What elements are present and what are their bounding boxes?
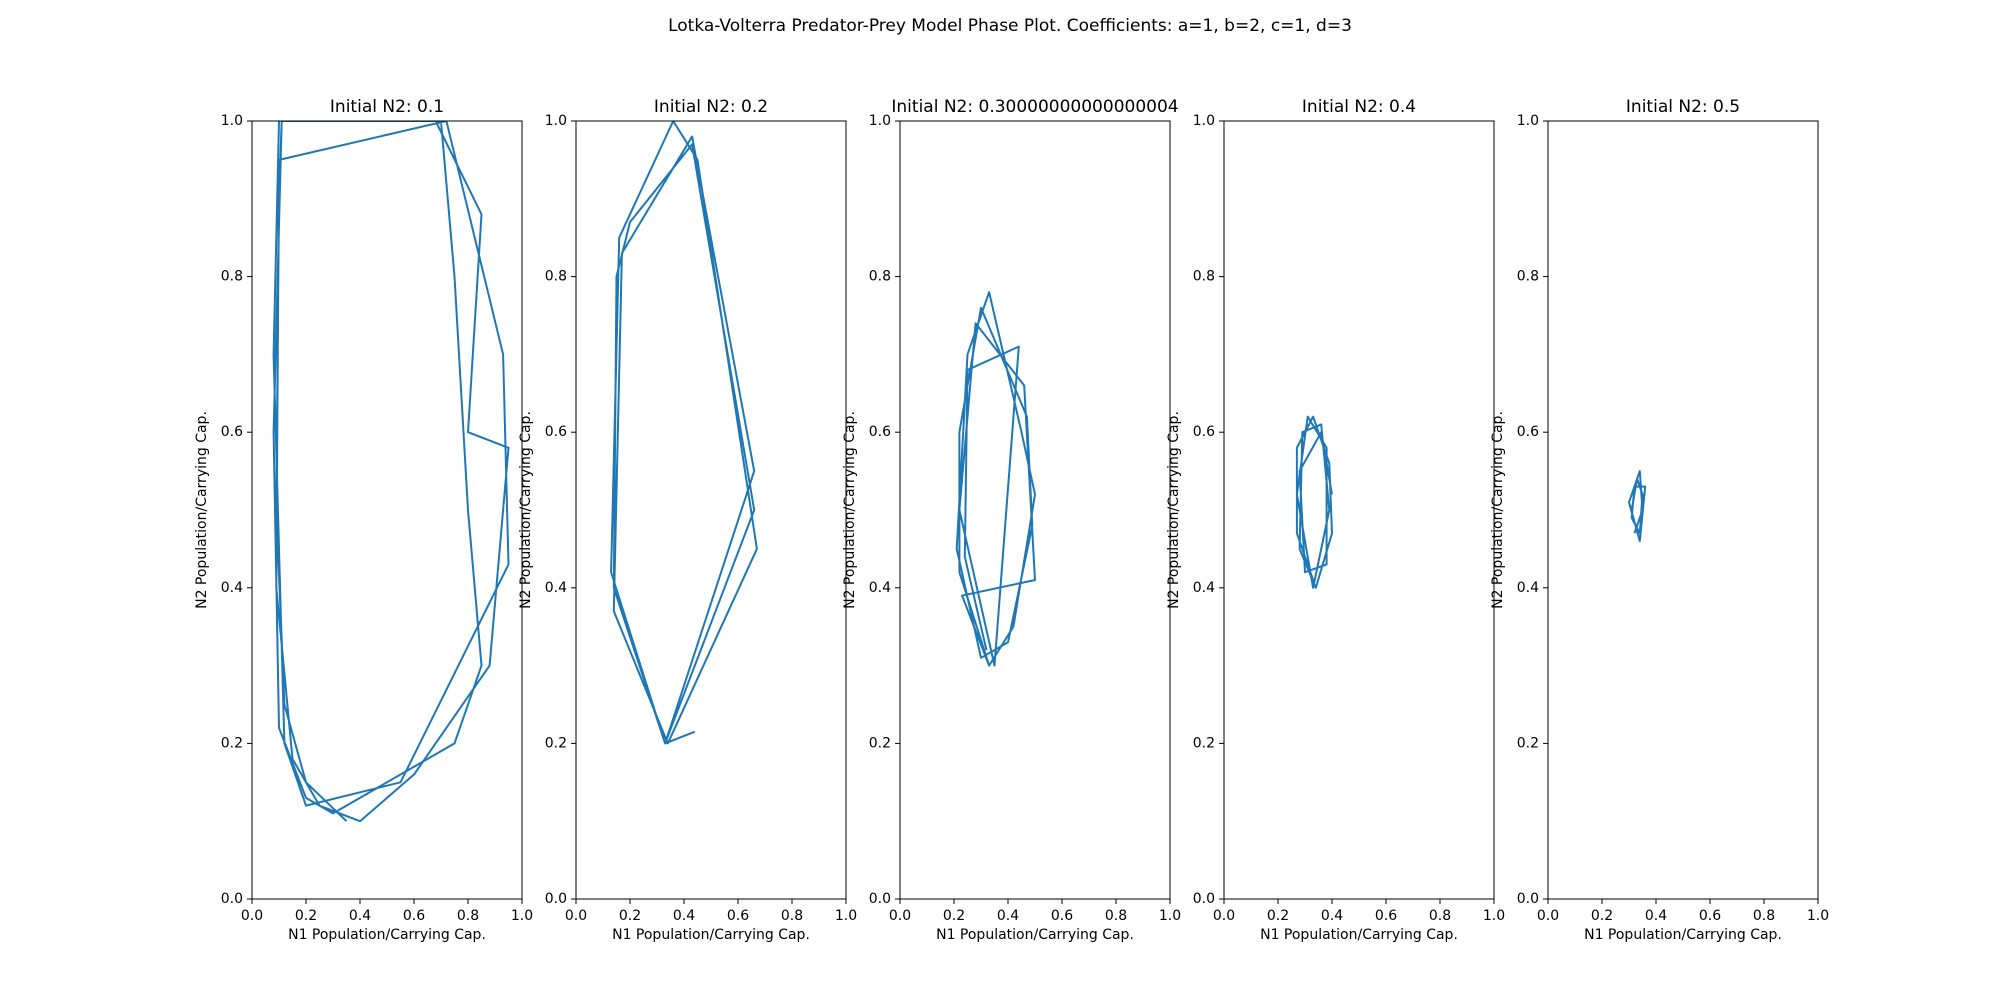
x-tick-label: 0.0: [565, 908, 587, 924]
x-tick-label: 0.2: [1267, 908, 1289, 924]
subplot-title: Initial N2: 0.4: [1302, 97, 1416, 117]
y-axis-label: N2 Population/Carrying Cap.: [842, 411, 858, 609]
y-tick-label: 0.4: [1193, 580, 1215, 596]
y-tick-label: 0.4: [221, 580, 243, 596]
y-tick-label: 0.4: [545, 580, 567, 596]
y-tick-label: 0.0: [545, 891, 567, 907]
x-tick-label: 0.0: [1213, 908, 1235, 924]
y-tick-label: 0.0: [1193, 891, 1215, 907]
x-tick-label: 0.8: [1753, 908, 1775, 924]
x-tick-label: 0.8: [1429, 908, 1451, 924]
x-axis-label: N1 Population/Carrying Cap.: [1260, 927, 1458, 943]
x-tick-label: 0.8: [781, 908, 803, 924]
x-tick-label: 0.2: [1591, 908, 1613, 924]
x-tick-label: 1.0: [1159, 908, 1181, 924]
y-tick-label: 0.0: [221, 891, 243, 907]
y-tick-label: 0.6: [869, 424, 891, 440]
axes-frame: [899, 120, 1171, 900]
x-tick-label: 0.0: [241, 908, 263, 924]
x-tick-label: 0.4: [997, 908, 1019, 924]
y-tick-label: 1.0: [221, 113, 243, 129]
trajectory-line: [1628, 470, 1647, 543]
y-axis-label: N2 Population/Carrying Cap.: [194, 411, 210, 609]
x-axis-label: N1 Population/Carrying Cap.: [612, 927, 810, 943]
y-tick-label: 0.6: [1193, 424, 1215, 440]
y-tick-label: 0.2: [869, 735, 891, 751]
x-tick-label: 0.4: [673, 908, 695, 924]
x-tick-label: 0.0: [1537, 908, 1559, 924]
x-tick-label: 0.6: [1051, 908, 1073, 924]
y-tick-label: 1.0: [545, 113, 567, 129]
y-tick-label: 0.6: [1517, 424, 1539, 440]
trajectory-line: [1295, 415, 1333, 589]
y-axis-label: N2 Population/Carrying Cap.: [1490, 411, 1506, 609]
y-tick-label: 0.4: [869, 580, 891, 596]
axes-frame: [251, 120, 523, 900]
x-tick-label: 0.2: [619, 908, 641, 924]
y-tick-label: 0.6: [221, 424, 243, 440]
y-tick-label: 0.8: [869, 269, 891, 285]
x-tick-label: 0.8: [1105, 908, 1127, 924]
y-tick-label: 0.0: [869, 891, 891, 907]
x-tick-label: 0.4: [1321, 908, 1343, 924]
subplot-title: Initial N2: 0.1: [330, 97, 444, 117]
figure-title: Lotka-Volterra Predator-Prey Model Phase…: [668, 16, 1352, 36]
trajectory-line: [955, 291, 1036, 667]
x-axis-label: N1 Population/Carrying Cap.: [936, 927, 1134, 943]
y-tick-label: 0.2: [221, 735, 243, 751]
axes-frame: [1223, 120, 1495, 900]
y-tick-label: 1.0: [1517, 113, 1539, 129]
y-tick-label: 0.2: [545, 735, 567, 751]
y-axis-label: N2 Population/Carrying Cap.: [1166, 411, 1182, 609]
y-tick-label: 0.8: [1517, 269, 1539, 285]
x-tick-label: 0.6: [727, 908, 749, 924]
x-tick-label: 0.0: [889, 908, 911, 924]
y-tick-label: 0.8: [1193, 269, 1215, 285]
y-tick-label: 0.8: [545, 269, 567, 285]
x-tick-label: 0.4: [349, 908, 371, 924]
y-tick-label: 1.0: [869, 113, 891, 129]
x-tick-label: 0.6: [1699, 908, 1721, 924]
y-tick-label: 1.0: [1193, 113, 1215, 129]
subplot-title: Initial N2: 0.30000000000000004: [891, 97, 1178, 117]
subplot-title: Initial N2: 0.2: [654, 97, 768, 117]
x-tick-label: 1.0: [835, 908, 857, 924]
y-tick-label: 0.2: [1517, 735, 1539, 751]
x-tick-label: 0.8: [457, 908, 479, 924]
y-axis-label: N2 Population/Carrying Cap.: [518, 411, 534, 609]
x-tick-label: 1.0: [1807, 908, 1829, 924]
y-tick-label: 0.6: [545, 424, 567, 440]
axes-frame: [575, 120, 847, 900]
y-tick-label: 0.2: [1193, 735, 1215, 751]
subplot-title: Initial N2: 0.5: [1626, 97, 1740, 117]
trajectory-line: [272, 121, 510, 823]
x-tick-label: 1.0: [1483, 908, 1505, 924]
axes-frame: [1547, 120, 1819, 900]
x-tick-label: 0.4: [1645, 908, 1667, 924]
y-tick-label: 0.4: [1517, 580, 1539, 596]
y-tick-label: 0.0: [1517, 891, 1539, 907]
x-tick-label: 0.6: [1375, 908, 1397, 924]
x-tick-label: 0.2: [943, 908, 965, 924]
trajectory-line: [610, 121, 758, 745]
x-tick-label: 1.0: [511, 908, 533, 924]
x-tick-label: 0.6: [403, 908, 425, 924]
y-tick-label: 0.8: [221, 269, 243, 285]
x-axis-label: N1 Population/Carrying Cap.: [1584, 927, 1782, 943]
x-axis-label: N1 Population/Carrying Cap.: [288, 927, 486, 943]
x-tick-label: 0.2: [295, 908, 317, 924]
